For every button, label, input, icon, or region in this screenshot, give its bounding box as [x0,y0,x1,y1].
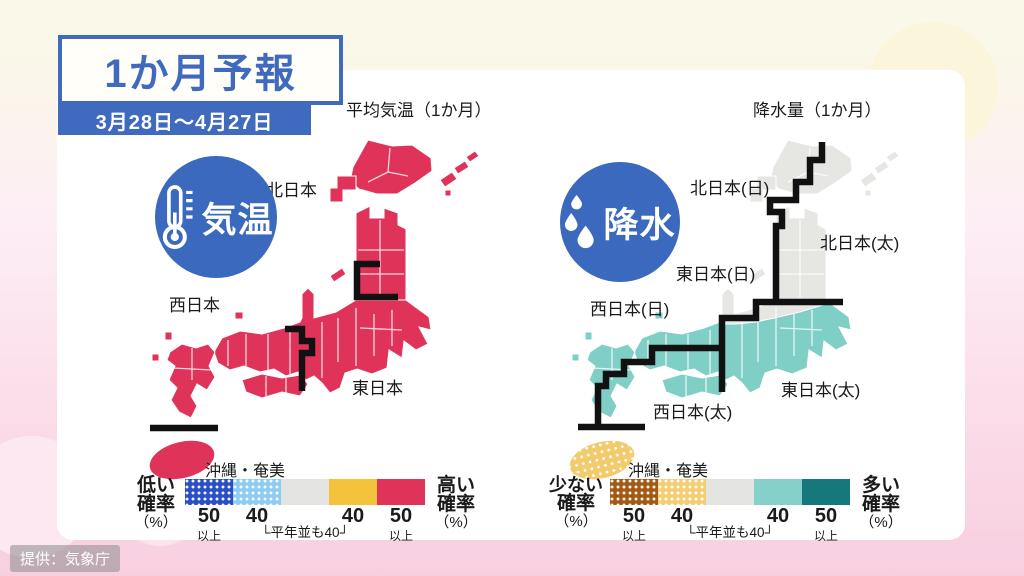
japan-map-temperature [149,139,480,480]
legend-segment-below-50 [610,479,658,505]
date-range-strip: 3月28日～4月27日 [58,105,311,135]
legend-segment-above-50 [377,479,425,505]
legend-segment-above-40 [754,479,802,505]
temperature-badge-label: 気温 [201,200,274,240]
label-west-japan-sea: 西日本(日) [590,300,670,319]
tick-normal-note: └平年並も40┘ [260,525,350,540]
temp-legend-high-label: 高い 確率 （%） [434,475,478,531]
tick-50-sub: 以上 [813,529,839,543]
legend-segment-below-50 [185,479,233,505]
japan-map-precipitation [569,139,900,480]
tick-50-sub: 以上 [388,529,414,543]
precip-legend-bar [610,479,850,505]
label-east-japan: 東日本 [352,379,403,398]
label-east-japan-pacific: 東日本(太) [781,381,861,400]
label-west-japan-pacific: 西日本(太) [653,403,733,422]
title-banner: 1か月予報 [58,35,343,105]
legend-segment-below-40 [233,479,281,505]
legend-segment-above-50 [802,479,850,505]
credit-badge: 提供：気象庁 [10,545,121,572]
temperature-map-title: 平均気温（1か月） [346,101,492,120]
tick-40: 40 [245,505,269,527]
date-range: 3月28日～4月27日 [95,111,274,134]
okinawa-amami-ellipse [149,440,215,480]
tick-50-sub: 以上 [196,529,222,543]
tick-40: 40 [670,505,694,527]
label-north-japan-pacific: 北日本(太) [820,234,900,253]
raindrops-icon [565,195,595,249]
precipitation-map-title: 降水量（1か月） [753,101,882,120]
label-okinawa-amami: 沖縄・奄美 [205,463,286,480]
precip-legend-high-label: 多い 確率 （%） [859,475,903,531]
thermometer-icon [163,185,194,250]
precipitation-badge: 降水 [560,162,680,282]
page-title: 1か月予報 [104,52,297,96]
tick-50: 50 [814,505,838,527]
label-east-japan-sea: 東日本(日) [676,265,756,284]
temperature-badge: 気温 [155,156,277,278]
tick-50: 50 [389,505,413,527]
temp-legend-bar [185,479,425,505]
label-north-japan: 北日本 [266,181,317,200]
okinawa-amami-ellipse [569,440,635,480]
label-west-japan: 西日本 [169,296,220,315]
tick-40: 40 [766,505,790,527]
temp-legend-low-label: 低い 確率 （%） [134,475,178,531]
precipitation-badge-label: 降水 [603,205,676,245]
label-okinawa-amami: 沖縄・奄美 [628,463,709,480]
tick-normal-note: └平年並も40┘ [685,525,775,540]
legend-segment-normal [281,479,329,505]
label-north-japan-sea: 北日本(日) [690,179,770,198]
legend-segment-above-40 [329,479,377,505]
legend-segment-below-40 [658,479,706,505]
tick-40: 40 [341,505,365,527]
legend-segment-normal [706,479,754,505]
precip-legend-low-label: 少ない 確率 （%） [549,475,603,530]
tick-50: 50 [622,505,646,527]
tick-50-sub: 以上 [621,529,647,543]
tick-50: 50 [197,505,221,527]
